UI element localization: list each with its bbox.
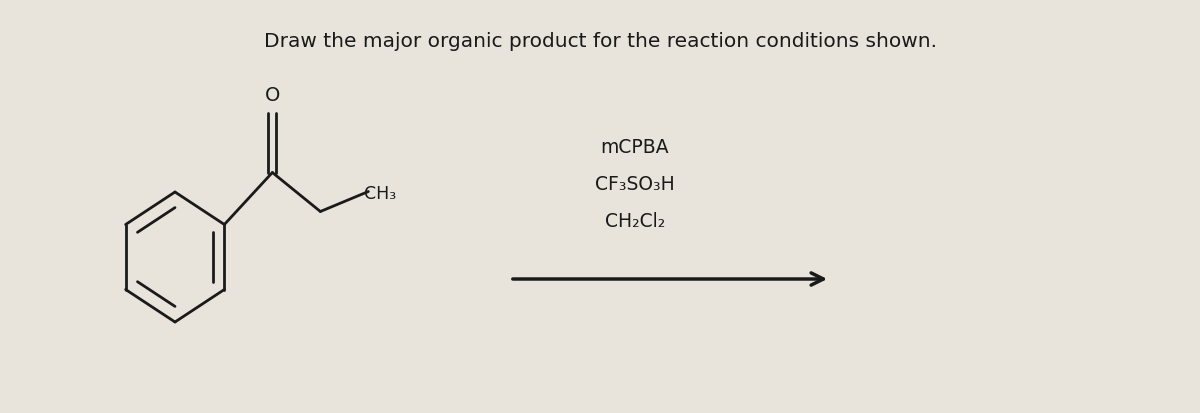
Text: Draw the major organic product for the reaction conditions shown.: Draw the major organic product for the r… — [264, 32, 936, 51]
Text: O: O — [265, 86, 280, 105]
Text: mCPBA: mCPBA — [601, 138, 670, 157]
Text: CF₃SO₃H: CF₃SO₃H — [595, 175, 674, 194]
Text: CH₂Cl₂: CH₂Cl₂ — [605, 212, 665, 231]
Text: CH₃: CH₃ — [365, 185, 397, 203]
